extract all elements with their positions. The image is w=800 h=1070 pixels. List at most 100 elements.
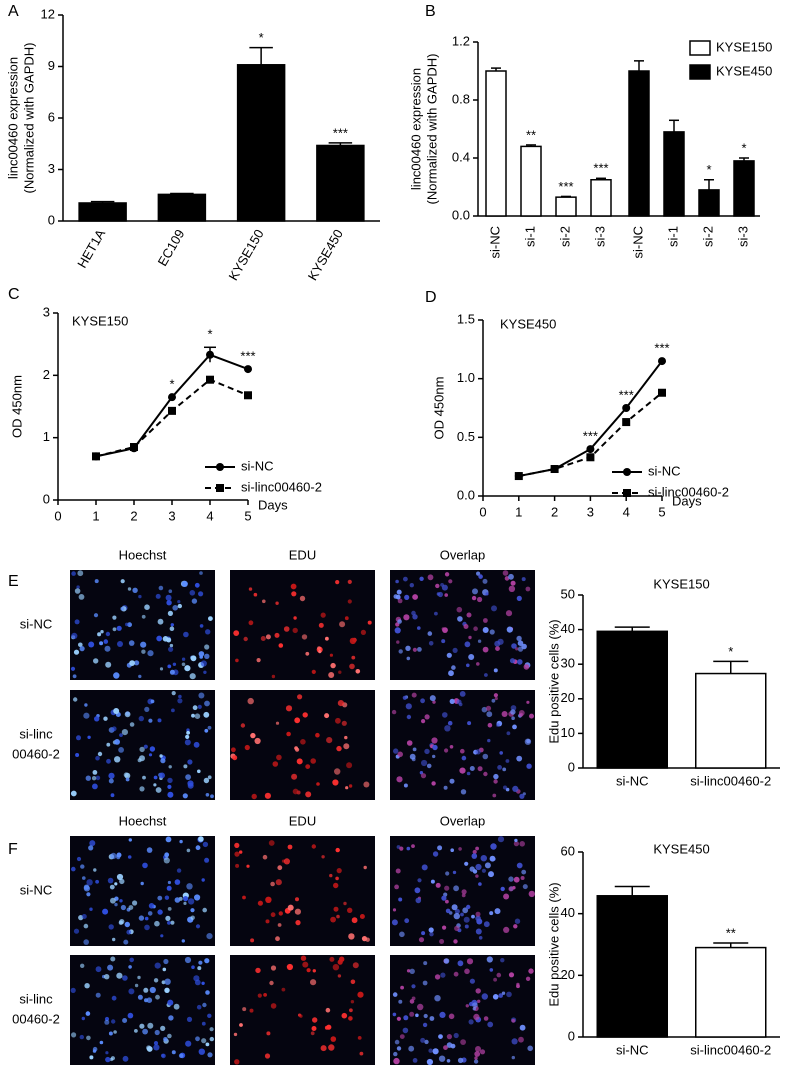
image-column-label: EDU — [289, 547, 316, 562]
cell-nucleus — [198, 692, 205, 699]
cell-nucleus — [437, 845, 443, 851]
cell-nucleus — [293, 616, 297, 620]
cell-nucleus — [234, 1059, 240, 1065]
cell-nucleus — [447, 720, 453, 726]
cell-nucleus — [329, 956, 335, 962]
cell-nucleus — [186, 730, 191, 735]
cell-nucleus — [330, 916, 336, 923]
cell-nucleus — [183, 764, 188, 769]
cell-nucleus — [396, 1046, 402, 1051]
cell-nucleus — [452, 870, 457, 875]
cell-nucleus — [472, 588, 478, 595]
cell-nucleus — [439, 1011, 446, 1019]
cell-nucleus — [204, 728, 209, 733]
panel-label: F — [8, 841, 18, 858]
marker — [244, 391, 252, 400]
cell-nucleus — [333, 906, 339, 912]
cell-nucleus — [162, 636, 169, 642]
cell-nucleus — [426, 1058, 433, 1066]
cell-nucleus — [112, 615, 117, 620]
cell-nucleus — [468, 635, 472, 640]
marker — [622, 418, 631, 427]
cell-nucleus — [127, 1012, 134, 1019]
y-tick-label: 0.0 — [452, 207, 470, 222]
cell-nucleus — [79, 646, 85, 652]
cell-nucleus — [510, 580, 516, 586]
cell-nucleus — [106, 742, 111, 747]
cell-nucleus — [109, 884, 115, 890]
cell-nucleus — [528, 968, 534, 974]
cell-nucleus — [519, 1024, 526, 1031]
cell-nucleus — [291, 591, 297, 597]
cell-nucleus — [431, 737, 438, 744]
cell-nucleus — [438, 1034, 443, 1039]
cell-nucleus — [508, 972, 515, 978]
cell-nucleus — [450, 1043, 456, 1049]
cell-nucleus — [167, 610, 173, 617]
cell-nucleus — [190, 908, 195, 913]
cell-nucleus — [191, 713, 195, 718]
cell-nucleus — [398, 999, 403, 1004]
cell-nucleus — [82, 876, 86, 880]
cell-nucleus — [473, 1059, 479, 1064]
cell-nucleus — [505, 787, 510, 792]
x-tick-label: 5 — [244, 508, 251, 523]
cell-nucleus — [202, 841, 209, 848]
cell-nucleus — [428, 1048, 433, 1053]
cell-nucleus — [239, 850, 243, 854]
cell-nucleus — [290, 583, 297, 590]
cell-nucleus — [147, 911, 153, 916]
cell-nucleus — [429, 1016, 435, 1021]
cell-nucleus — [255, 967, 261, 974]
cell-nucleus — [337, 974, 342, 978]
legend-label: si-NC — [241, 458, 274, 473]
cell-nucleus — [485, 592, 489, 596]
cell-nucleus — [161, 1053, 165, 1058]
cell-nucleus — [335, 847, 340, 853]
cell-nucleus — [201, 1038, 207, 1044]
cell-nucleus — [337, 700, 344, 707]
cell-nucleus — [466, 612, 472, 618]
cell-nucleus — [351, 917, 358, 924]
cell-nucleus — [517, 659, 523, 665]
x-tick-label: 4 — [623, 504, 630, 519]
cell-nucleus — [92, 1046, 98, 1052]
cell-nucleus — [471, 914, 475, 919]
x-tick-label: 3 — [587, 504, 594, 519]
cell-nucleus — [71, 1032, 77, 1038]
cell-nucleus — [397, 598, 403, 604]
cell-nucleus — [270, 912, 276, 918]
cell-nucleus — [129, 660, 136, 666]
cell-nucleus — [446, 1034, 452, 1040]
bar — [695, 672, 767, 769]
cell-nucleus — [459, 767, 466, 774]
cell-nucleus — [350, 1000, 355, 1004]
cell-nucleus — [116, 855, 121, 860]
cell-nucleus — [465, 1004, 469, 1008]
cell-nucleus — [73, 697, 78, 702]
cell-nucleus — [305, 651, 310, 656]
marker — [658, 388, 666, 397]
cell-nucleus — [392, 908, 397, 912]
marker — [550, 465, 559, 474]
cell-nucleus — [181, 580, 188, 588]
micrograph — [70, 570, 215, 680]
cell-nucleus — [420, 773, 427, 779]
cell-nucleus — [360, 629, 366, 636]
cell-nucleus — [484, 673, 488, 677]
cell-nucleus — [124, 711, 131, 718]
cell-nucleus — [150, 699, 155, 704]
cell-nucleus — [463, 916, 470, 923]
cell-nucleus — [429, 932, 434, 937]
cell-nucleus — [411, 757, 416, 762]
cell-nucleus — [167, 784, 172, 790]
cell-nucleus — [104, 974, 110, 980]
x-tick-label: si-1 — [522, 226, 537, 247]
cell-nucleus — [140, 641, 147, 648]
cell-nucleus — [107, 964, 114, 971]
y-tick-label: 40 — [561, 621, 575, 636]
cell-nucleus — [473, 1013, 480, 1021]
y-axis-label: linc00460 expression (Normalized with GAP… — [408, 54, 439, 205]
marker — [206, 375, 214, 384]
cell-nucleus — [312, 1017, 318, 1023]
